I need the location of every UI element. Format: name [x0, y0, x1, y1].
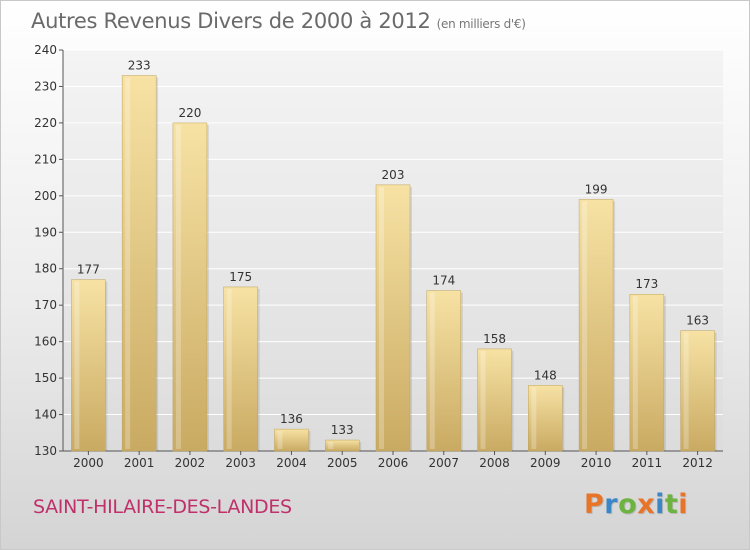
y-tick-label: 130	[34, 444, 57, 458]
data-label: 173	[635, 277, 658, 291]
data-label: 177	[77, 263, 100, 277]
y-tick-label: 150	[34, 371, 57, 385]
x-tick-label: 2012	[682, 456, 713, 470]
y-tick-label: 210	[34, 152, 57, 166]
logo-letter: r	[604, 489, 619, 520]
bar-highlight	[226, 288, 232, 449]
x-tick-label: 2008	[479, 456, 510, 470]
bar	[426, 290, 462, 452]
logo-letter: t	[664, 489, 679, 520]
data-label: 148	[534, 368, 557, 382]
x-tick-label: 2010	[581, 456, 612, 470]
bar-highlight	[531, 387, 537, 449]
bar-highlight	[429, 292, 435, 449]
bar-highlight	[175, 124, 181, 449]
bar-highlight	[632, 296, 638, 449]
data-label: 233	[128, 59, 151, 73]
y-tick-label: 200	[34, 189, 57, 203]
x-tick-label: 2005	[327, 456, 358, 470]
x-tick-label: 2004	[276, 456, 307, 470]
bar-highlight	[582, 201, 588, 449]
bar	[477, 348, 512, 452]
x-tick-label: 2002	[175, 456, 206, 470]
x-tick-label: 2007	[428, 456, 459, 470]
bar-highlight	[480, 350, 486, 449]
logo-letter: o	[618, 489, 638, 520]
bar-highlight	[277, 431, 283, 449]
bar	[223, 286, 258, 452]
chart-title-text: Autres Revenus Divers de 2000 à 2012	[31, 9, 431, 33]
bar-highlight	[328, 442, 334, 449]
proxiti-logo: Proxiti	[584, 489, 688, 520]
y-tick-label: 220	[34, 116, 57, 130]
chart-unit: (en milliers d'€)	[436, 17, 526, 31]
bar	[172, 122, 208, 452]
y-tick-label: 230	[34, 79, 57, 93]
logo-letter: x	[637, 489, 656, 520]
data-label: 174	[432, 274, 455, 288]
bar-highlight	[125, 77, 131, 449]
y-tick-label: 140	[34, 408, 57, 422]
bar-highlight	[683, 332, 689, 449]
y-tick-label: 190	[34, 225, 57, 239]
data-label: 133	[331, 423, 354, 437]
commune-name: SAINT-HILAIRE-DES-LANDES	[33, 496, 292, 518]
data-label: 203	[382, 168, 405, 182]
y-tick-label: 160	[34, 335, 57, 349]
data-label: 199	[585, 182, 608, 196]
logo-letter: i	[678, 489, 689, 520]
y-tick-label: 240	[34, 43, 57, 57]
data-label: 136	[280, 412, 303, 426]
bar	[680, 330, 715, 452]
bar	[71, 279, 106, 452]
bar	[121, 75, 157, 452]
y-tick-label: 170	[34, 298, 57, 312]
bar	[578, 199, 614, 452]
data-label: 175	[229, 270, 252, 284]
x-tick-label: 2003	[225, 456, 256, 470]
x-tick-label: 2001	[124, 456, 155, 470]
bar	[528, 385, 563, 452]
bar-highlight	[379, 186, 384, 449]
data-label: 158	[483, 332, 506, 346]
data-label: 220	[178, 106, 201, 120]
x-tick-label: 2000	[73, 456, 104, 470]
data-label: 163	[686, 314, 709, 328]
logo-letter: i	[655, 489, 665, 520]
x-tick-label: 2006	[378, 456, 409, 470]
y-tick-label: 180	[34, 262, 57, 276]
bar	[629, 293, 665, 452]
logo-letter: P	[584, 489, 605, 520]
x-tick-label: 2009	[530, 456, 561, 470]
bar	[375, 184, 411, 452]
bar-highlight	[74, 281, 80, 449]
x-tick-label: 2011	[632, 456, 663, 470]
chart-title: Autres Revenus Divers de 2000 à 2012 (en …	[31, 9, 526, 33]
